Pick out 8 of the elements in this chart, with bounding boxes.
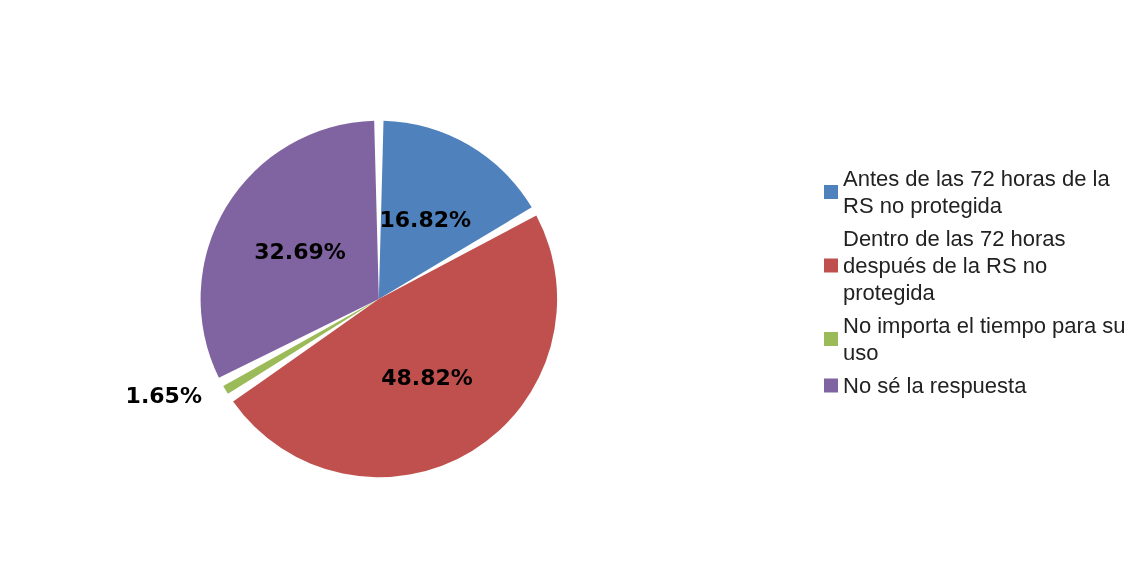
data-label: 16.82% (379, 206, 472, 232)
legend-label: Antes de las 72 horas de la RS no protegida (843, 166, 1116, 218)
data-label: 48.82% (381, 365, 473, 391)
legend-label: No sé la respuesta (843, 373, 1028, 398)
legend-label: No importa el tiempo para su uso (843, 313, 1132, 365)
legend-label: Dentro de las 72 horas después de la RS no protegida (843, 226, 1072, 305)
data-label: 32.69% (254, 238, 346, 264)
data-label: 1.65% (125, 382, 202, 408)
